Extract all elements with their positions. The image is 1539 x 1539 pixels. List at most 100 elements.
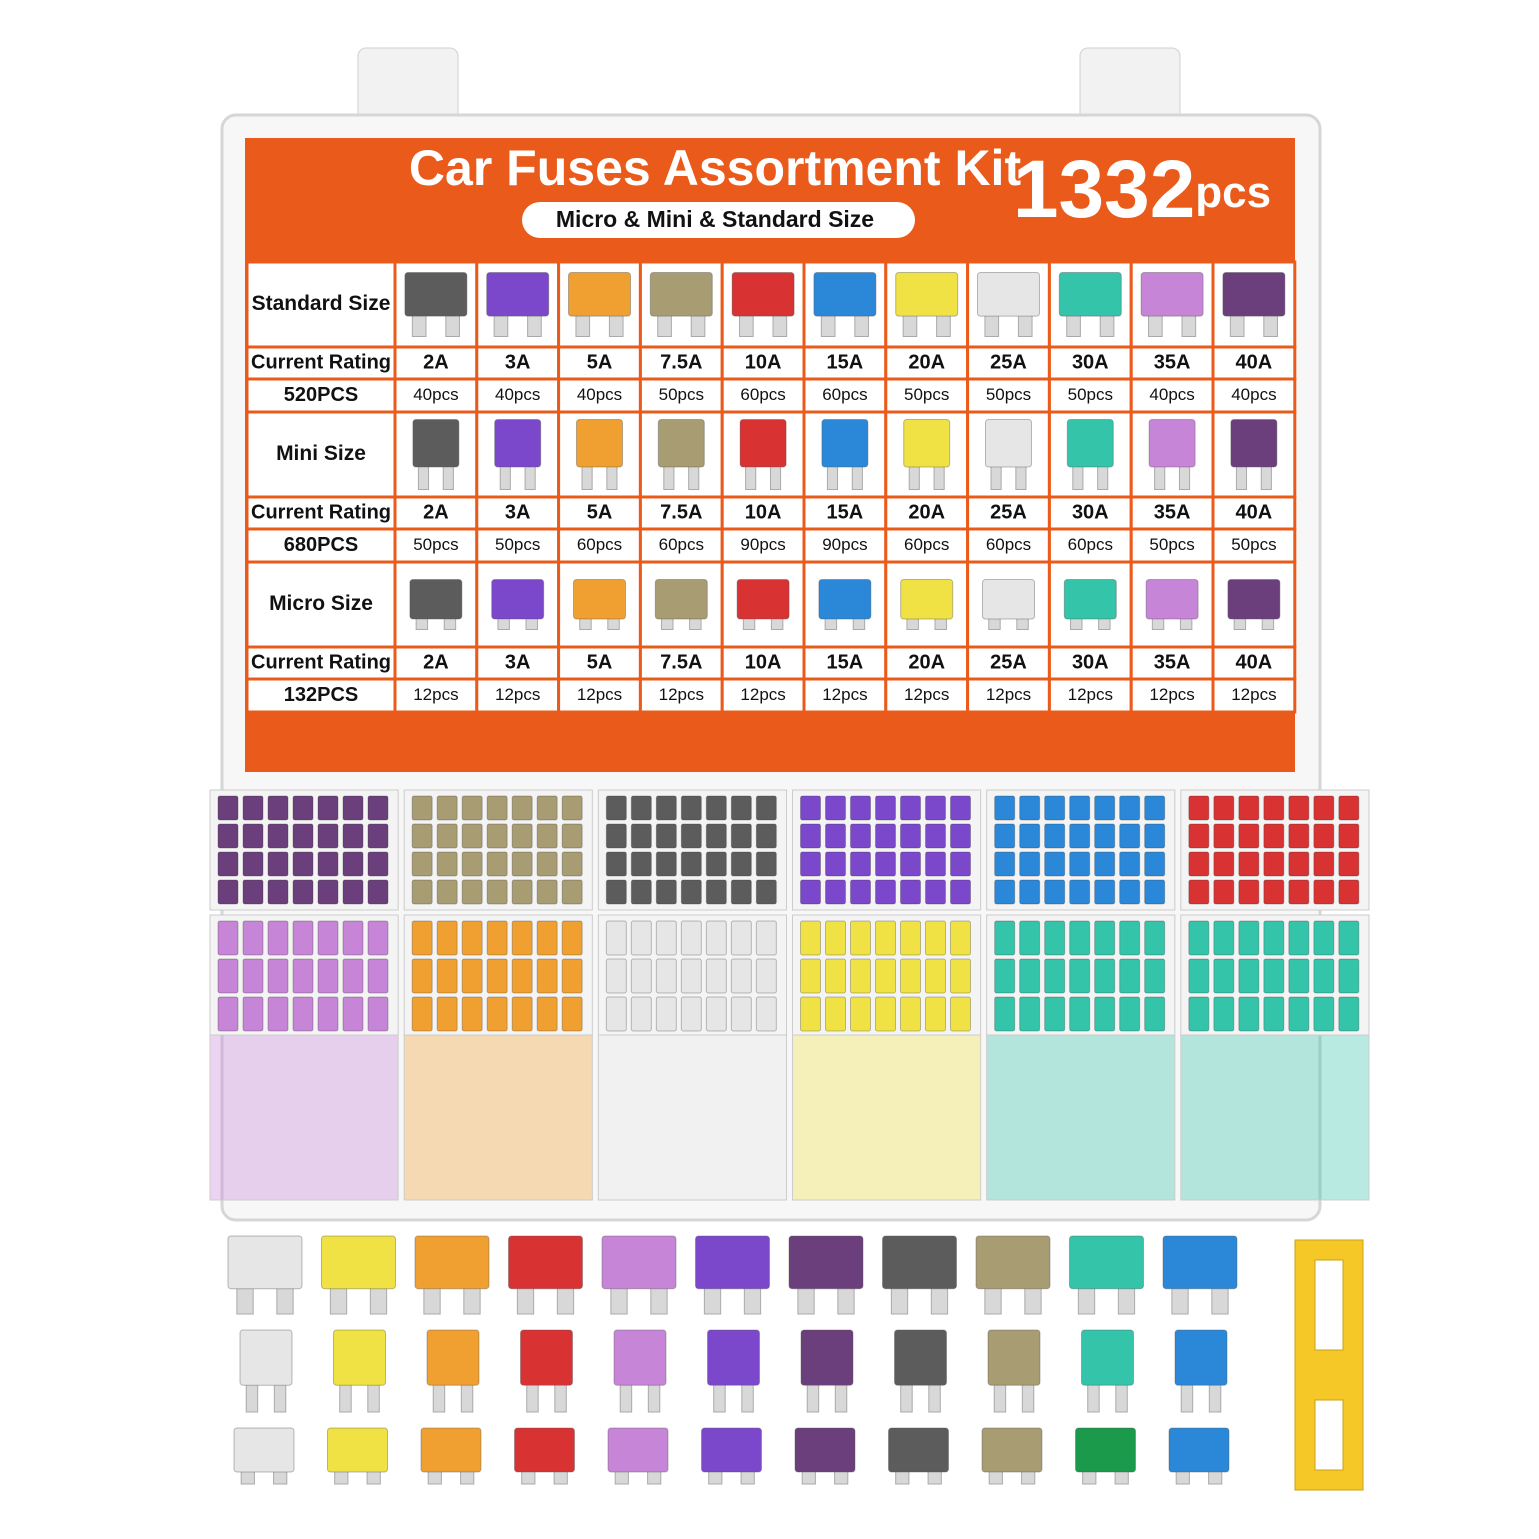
rating-label: Current Rating xyxy=(251,351,391,373)
fuse-body xyxy=(987,1329,1041,1386)
section-total: 132PCS xyxy=(284,684,359,706)
stored-fuse xyxy=(655,996,677,1032)
fuse-body xyxy=(494,419,542,468)
table-cell xyxy=(966,377,1051,414)
fuse-prong xyxy=(273,1382,287,1413)
stored-fuse xyxy=(292,795,314,821)
stored-fuse xyxy=(605,823,627,849)
fuse-body xyxy=(649,272,713,317)
fuse-body xyxy=(1075,1427,1136,1473)
table-cell xyxy=(1129,527,1215,564)
stored-fuse xyxy=(411,823,433,849)
count: 12pcs xyxy=(822,685,867,704)
stored-fuse xyxy=(242,958,264,994)
rating: 10A xyxy=(745,651,782,673)
compartment-lower xyxy=(986,1034,1176,1201)
stored-fuse xyxy=(755,996,777,1032)
rating: 2A xyxy=(423,351,449,373)
count: 12pcs xyxy=(1149,685,1194,704)
fuse-body xyxy=(977,272,1040,317)
fuse-body xyxy=(412,419,460,468)
fuse-body xyxy=(903,419,951,468)
stored-fuse xyxy=(317,823,339,849)
fuse-body xyxy=(1174,1329,1228,1386)
stored-fuse xyxy=(367,795,389,821)
stored-fuse xyxy=(1213,879,1235,905)
stored-fuse xyxy=(217,879,239,905)
count: 50pcs xyxy=(1231,535,1276,554)
fuse-body xyxy=(731,272,795,317)
stored-fuse xyxy=(1238,958,1260,994)
stored-fuse xyxy=(1313,795,1335,821)
stored-fuse xyxy=(800,996,821,1032)
fuse-body xyxy=(404,272,468,317)
count: 50pcs xyxy=(904,385,949,404)
stored-fuse xyxy=(1044,795,1066,821)
fuse-prong xyxy=(797,1286,815,1315)
count: 50pcs xyxy=(1149,535,1194,554)
fuse-prong xyxy=(236,1286,254,1315)
stored-fuse xyxy=(900,958,921,994)
stored-fuse xyxy=(536,823,558,849)
count: 60pcs xyxy=(822,385,867,404)
stored-fuse xyxy=(605,920,627,956)
count: 50pcs xyxy=(495,535,540,554)
stored-fuse xyxy=(486,920,508,956)
stored-fuse xyxy=(1213,795,1235,821)
stored-fuse xyxy=(1094,920,1116,956)
fuse-body xyxy=(1168,1427,1230,1473)
rating: 15A xyxy=(827,651,864,673)
stored-fuse xyxy=(536,851,558,877)
stored-fuse xyxy=(436,795,458,821)
fuse-prong xyxy=(854,313,869,338)
fuse-prong xyxy=(1208,1382,1222,1413)
stored-fuse xyxy=(1144,996,1166,1032)
fuse-prong xyxy=(663,464,675,490)
fuse-prong xyxy=(743,1286,762,1315)
fuse-prong xyxy=(276,1286,294,1315)
fuse-body xyxy=(1230,419,1278,468)
fuse-body xyxy=(985,419,1032,468)
stored-fuse xyxy=(875,996,896,1032)
stored-fuse xyxy=(755,879,777,905)
fuse-body xyxy=(695,1235,770,1290)
stored-fuse xyxy=(317,996,339,1032)
stored-fuse xyxy=(536,920,558,956)
stored-fuse xyxy=(994,823,1016,849)
rating: 40A xyxy=(1236,351,1273,373)
rating: 20A xyxy=(908,501,945,523)
fuse-prong xyxy=(984,1286,1002,1315)
stored-fuse xyxy=(1238,823,1260,849)
rating: 2A xyxy=(423,501,449,523)
rating: 40A xyxy=(1236,651,1273,673)
stored-fuse xyxy=(950,795,971,821)
count: 40pcs xyxy=(495,385,540,404)
stored-fuse xyxy=(1144,958,1166,994)
fuse-puller xyxy=(1294,1239,1364,1491)
fuse-prong xyxy=(837,1286,855,1315)
stored-fuse xyxy=(292,851,314,877)
fuse-prong xyxy=(608,313,624,338)
stored-fuse xyxy=(705,879,727,905)
stored-fuse xyxy=(850,879,871,905)
stored-fuse xyxy=(825,795,846,821)
stored-fuse xyxy=(511,879,533,905)
fuse-body xyxy=(1222,272,1286,317)
stored-fuse xyxy=(1119,996,1141,1032)
fuse-prong xyxy=(690,313,706,338)
fuse-body xyxy=(1148,419,1196,468)
rating: 7.5A xyxy=(660,501,702,523)
fuse-prong xyxy=(245,1382,259,1413)
fuse-prong xyxy=(606,464,618,490)
stored-fuse xyxy=(267,879,289,905)
rating: 15A xyxy=(827,351,864,373)
stored-fuse xyxy=(900,851,921,877)
table-cell xyxy=(720,560,806,649)
stored-fuse xyxy=(561,958,583,994)
stored-fuse xyxy=(605,795,627,821)
fuse-prong xyxy=(928,1382,941,1413)
count: 12pcs xyxy=(1068,685,1113,704)
stored-fuse xyxy=(1044,879,1066,905)
fuse-prong xyxy=(936,313,951,338)
fuse-body xyxy=(975,1235,1051,1290)
